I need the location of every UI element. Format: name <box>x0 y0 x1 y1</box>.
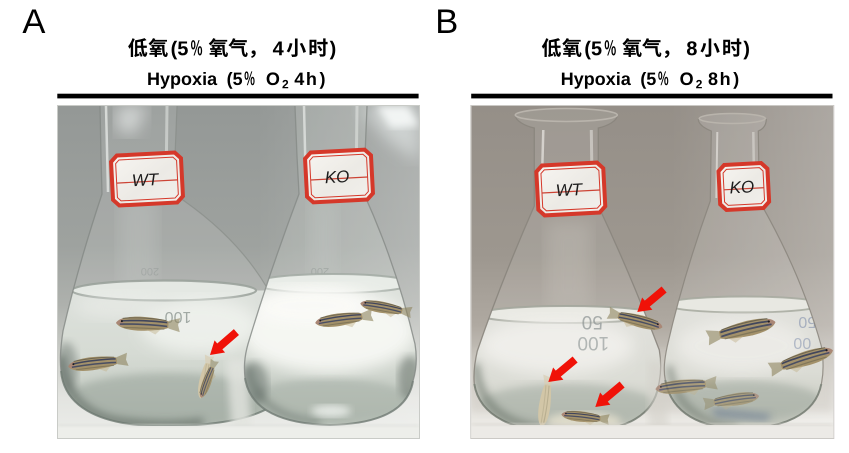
svg-text:WT: WT <box>131 170 160 190</box>
svg-text:50: 50 <box>798 313 816 330</box>
svg-text:KO: KO <box>324 167 350 187</box>
svg-text:KO: KO <box>729 177 755 197</box>
svg-text:WT: WT <box>555 180 584 200</box>
svg-text:200: 200 <box>141 265 159 277</box>
svg-text:100: 100 <box>577 332 609 353</box>
svg-text:00: 00 <box>793 334 811 351</box>
svg-text:50: 50 <box>582 311 603 332</box>
svg-text:A: A <box>22 3 45 41</box>
svg-text:B: B <box>435 3 458 41</box>
